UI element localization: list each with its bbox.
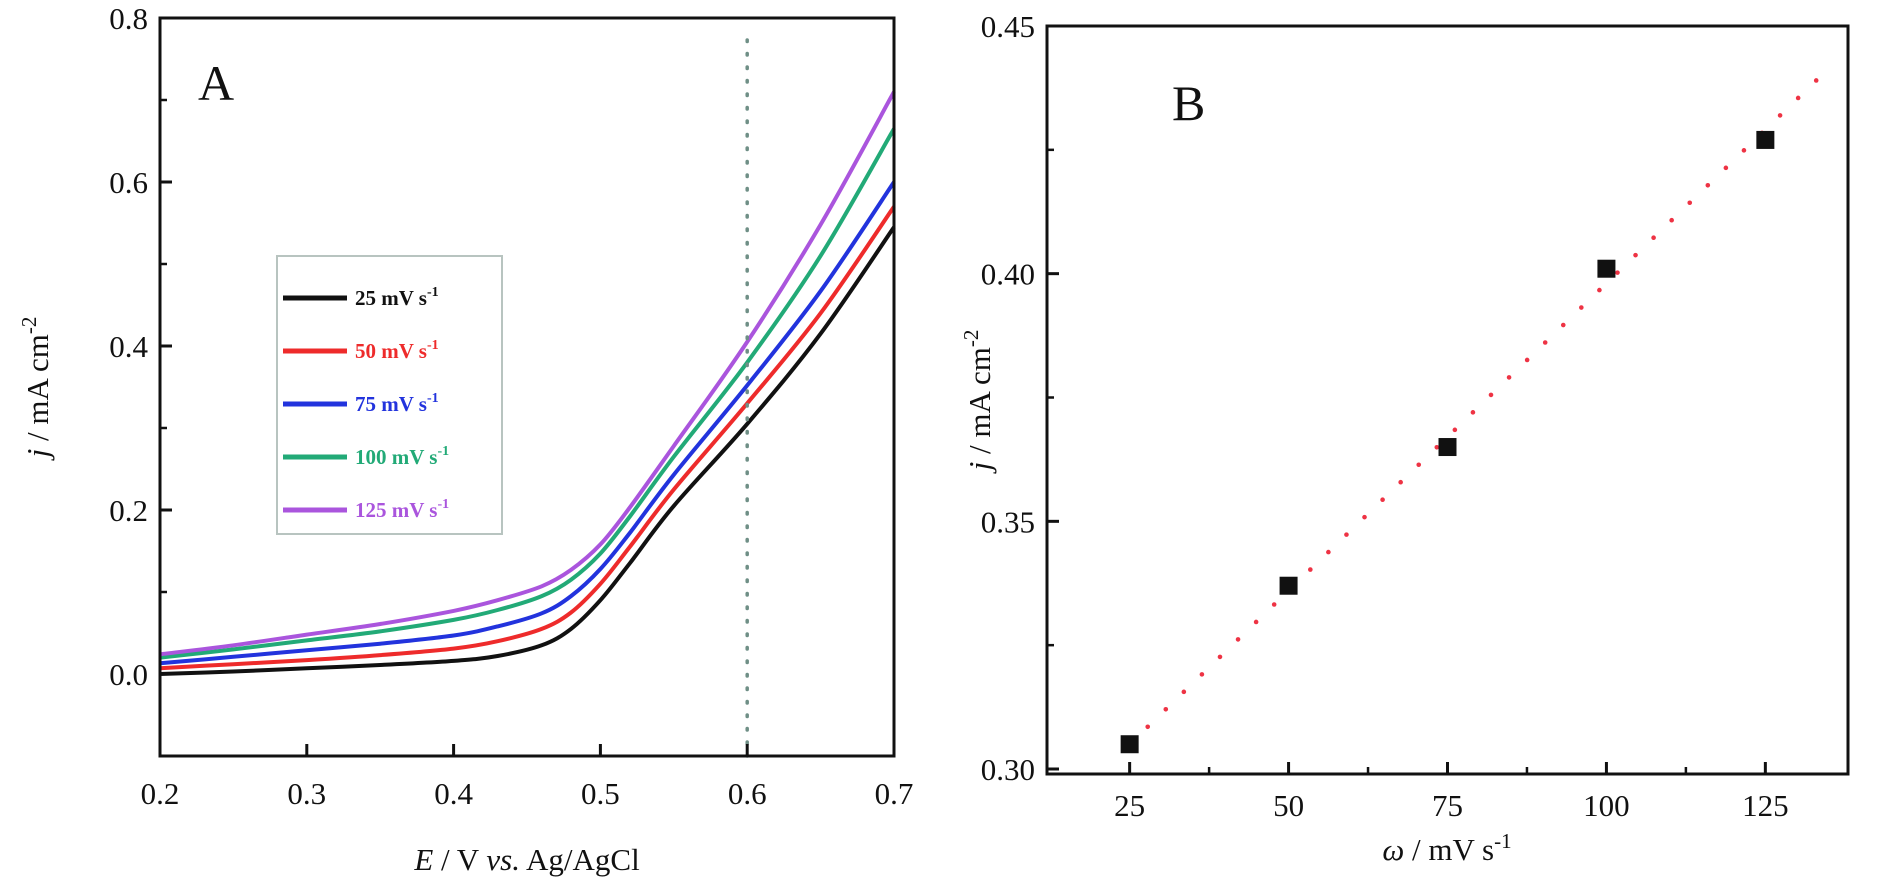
curve-series-3	[159, 180, 896, 666]
legend-label-4: 100 mV s-1	[355, 444, 449, 469]
fit-dot	[1723, 165, 1729, 171]
curve-series-2	[159, 205, 896, 671]
fit-dot	[1741, 148, 1747, 153]
fit-dot	[1524, 357, 1530, 363]
panel-b-fit-line	[1127, 78, 1819, 747]
fit-dot	[1145, 724, 1151, 730]
data-point-1	[1120, 735, 1139, 754]
fit-dot	[1380, 497, 1385, 502]
fit-dot	[1813, 78, 1819, 83]
panel-b: 25 50 75 100 125 0.30 0.35 0.40 0.45 B ω / mV s-…	[959, 9, 1850, 867]
x-tick-label-2: 75	[1432, 788, 1463, 823]
fit-dot	[1615, 270, 1620, 275]
fit-dot	[1434, 444, 1440, 450]
y-tick-label-2: 0.40	[981, 257, 1035, 292]
y-tick-label-2: 0.4	[109, 329, 148, 364]
fit-dot	[1542, 340, 1548, 345]
fit-dot	[1253, 619, 1259, 625]
x-tick-label-3: 0.5	[581, 776, 620, 811]
x-tick-label-2: 0.4	[434, 776, 473, 811]
fit-dot	[1271, 602, 1277, 607]
fit-dot	[1633, 252, 1638, 258]
y-tick-label-3: 0.45	[981, 9, 1035, 44]
y-tick-label-3: 0.6	[109, 165, 148, 200]
panel-b-x-axis-title: ω / mV s-1	[1382, 829, 1511, 867]
x-tick-label-4: 0.6	[728, 776, 767, 811]
fit-dot	[1795, 95, 1801, 101]
x-tick-label-0: 25	[1114, 788, 1145, 823]
x-tick-label-4: 125	[1742, 788, 1789, 823]
fit-dot	[1488, 392, 1494, 398]
fit-dot	[1308, 567, 1313, 572]
y-tick-label-0: 0.30	[981, 752, 1035, 787]
fit-dot	[1651, 235, 1656, 240]
x-tick-label-1: 0.3	[287, 776, 326, 811]
panel-a-x-axis-title: E / V vs. Ag/AgCl	[413, 842, 639, 877]
panel-a-curves	[159, 90, 896, 676]
fit-dot	[1416, 462, 1422, 468]
fit-dot	[1362, 514, 1367, 520]
fit-dot	[1597, 287, 1602, 293]
panel-b-points	[1120, 130, 1775, 754]
data-point-2	[1279, 576, 1298, 595]
curve-series-5	[159, 90, 896, 657]
curve-series-1	[159, 225, 896, 676]
data-point-5	[1756, 130, 1775, 149]
fit-dot	[1452, 427, 1458, 433]
fit-dot	[1560, 322, 1566, 328]
fit-dot	[1470, 410, 1476, 415]
data-point-4	[1597, 259, 1616, 278]
legend-frame	[276, 255, 503, 535]
panel-b-label: B	[1172, 75, 1205, 131]
fit-dot	[1669, 217, 1674, 223]
fit-dot	[1199, 672, 1205, 677]
fit-dot	[1579, 305, 1584, 310]
panel-b-ticks: 25 50 75 100 125 0.30 0.35 0.40 0.45	[981, 9, 1789, 823]
panel-a-ticks: 0.2 0.3 0.4 0.5 0.6 0.7 0.0 0.2 0.4 0.6 0.8	[109, 1, 913, 811]
fit-dot	[1687, 200, 1693, 206]
panel-a: 0.2 0.3 0.4 0.5 0.6 0.7 0.0 0.2 0.4 0.6 0.8 A 25 m…	[17, 1, 913, 877]
y-tick-label-4: 0.8	[109, 1, 148, 36]
x-tick-label-0: 0.2	[141, 776, 180, 811]
fit-dot	[1777, 113, 1783, 118]
panel-a-y-axis-title: j / mA cm-2	[17, 317, 55, 462]
fit-dot	[1398, 479, 1403, 485]
fit-dot	[1235, 637, 1241, 642]
y-tick-label-0: 0.0	[109, 657, 148, 692]
curve-series-4	[159, 127, 896, 660]
fit-dot	[1506, 375, 1512, 380]
panel-a-plot-frame	[158, 16, 896, 758]
data-point-3	[1438, 438, 1457, 457]
fit-dot	[1163, 706, 1169, 712]
x-tick-label-3: 100	[1583, 788, 1630, 823]
legend-label-2: 50 mV s-1	[355, 338, 439, 363]
legend-label-5: 125 mV s-1	[355, 497, 449, 522]
fit-dot	[1181, 689, 1187, 695]
legend-label-1: 25 mV s-1	[355, 285, 439, 310]
panel-b-plot-frame	[1045, 24, 1850, 776]
legend-label-3: 75 mV s-1	[355, 391, 439, 416]
panel-a-label: A	[198, 55, 234, 111]
panel-b-y-axis-title: j / mA cm-2	[959, 330, 997, 475]
y-tick-label-1: 0.35	[981, 504, 1035, 539]
x-tick-label-5: 0.7	[875, 776, 914, 811]
fit-dot	[1705, 182, 1711, 188]
fit-dot	[1344, 532, 1349, 537]
x-tick-label-1: 50	[1273, 788, 1304, 823]
y-tick-label-1: 0.2	[109, 493, 148, 528]
fit-dot	[1326, 549, 1331, 555]
fit-dot	[1217, 654, 1223, 660]
panel-a-legend: 25 mV s-1 50 mV s-1 75 mV s-1 100 mV s-1 125…	[276, 255, 503, 535]
